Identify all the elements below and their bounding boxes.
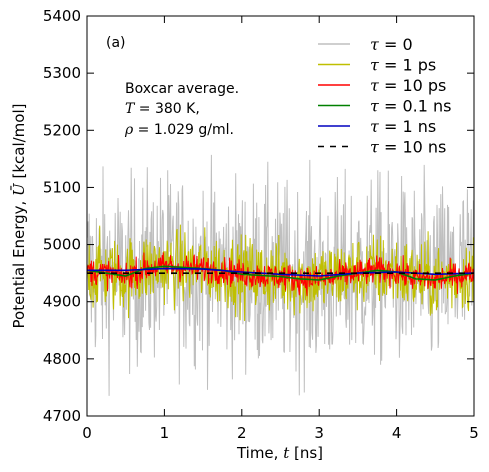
annotation-line2-rest: = 380 K, <box>134 101 199 117</box>
series-line-4 <box>87 267 474 277</box>
legend-label-value: = 0 <box>379 35 413 54</box>
legend-label-value: = 10 <box>379 76 423 95</box>
tick-layer: 0 1 2 3 4 5 4700 4800 4900 5000 5100 5200 5300 5400 <box>43 7 479 442</box>
legend-label-5: τ = 10 ns <box>370 138 446 157</box>
y-axis-label: Potential Energy, Ū [kcal/mol] <box>10 104 28 329</box>
legend-label-value: = 0.1 <box>379 97 428 116</box>
series-line-3 <box>87 265 474 281</box>
x-tick-label: 1 <box>160 424 170 442</box>
x-tick-label: 5 <box>469 424 479 442</box>
annotation-line3-rest: = 1.029 g/ml. <box>133 122 234 138</box>
x-axis-label-prefix: Time, <box>236 444 283 462</box>
series-layer <box>87 154 474 396</box>
x-axis-label-unit: [ns] <box>289 444 323 462</box>
legend-label-var: τ <box>370 138 380 157</box>
x-tick-label: 3 <box>314 424 324 442</box>
y-tick-label: 5200 <box>43 121 81 139</box>
annotation: Boxcar average. T = 380 K, ρ = 1.029 g/m… <box>124 81 239 138</box>
y-tick-label: 5000 <box>43 236 81 254</box>
x-tick-label: 2 <box>237 424 247 442</box>
y-axis-label-var: Ū <box>10 182 28 196</box>
legend-label-2: τ = 10 ps <box>370 76 446 95</box>
legend-label-value: = 1 <box>379 56 413 75</box>
legend-label-4: τ = 1 ns <box>370 117 436 136</box>
legend: τ = 0τ = 1 psτ = 10 psτ = 0.1 nsτ = 1 ns… <box>318 35 451 157</box>
y-tick-label: 5300 <box>43 64 81 82</box>
y-tick-label: 5100 <box>43 178 81 196</box>
y-tick-label: 4800 <box>43 350 81 368</box>
legend-label-unit: ns <box>428 97 452 116</box>
y-axis-label-prefix: Potential Energy, <box>10 196 28 329</box>
x-axis-label-var: t <box>283 444 290 462</box>
legend-label-var: τ <box>370 56 380 75</box>
annotation-line1: Boxcar average. <box>125 81 239 97</box>
legend-label-3: τ = 0.1 ns <box>370 97 451 116</box>
y-tick-label: 4700 <box>43 407 81 425</box>
panel-label: (a) <box>106 35 126 51</box>
x-tick-label: 4 <box>392 424 402 442</box>
x-tick-label: 0 <box>82 424 92 442</box>
legend-label-unit: ns <box>423 138 447 157</box>
series-line-2 <box>87 252 474 297</box>
legend-label-var: τ <box>370 97 380 116</box>
x-axis-label: Time, t [ns] <box>236 444 323 462</box>
y-tick-label: 5400 <box>43 7 81 25</box>
plot-frame <box>86 15 475 417</box>
annotation-line3: ρ = 1.029 g/ml. <box>124 122 234 138</box>
y-axis-label-unit: [kcal/mol] <box>10 104 28 184</box>
legend-label-0: τ = 0 <box>370 35 413 54</box>
legend-label-var: τ <box>370 76 380 95</box>
annotation-line3-var: ρ <box>124 122 134 138</box>
annotation-line2-var: T <box>125 101 136 117</box>
legend-label-value: = 1 <box>379 117 413 136</box>
legend-label-1: τ = 1 ps <box>370 56 436 75</box>
y-tick-label: 4900 <box>43 293 81 311</box>
legend-label-value: = 10 <box>379 138 423 157</box>
legend-label-unit: ns <box>413 117 437 136</box>
annotation-line2: T = 380 K, <box>125 101 200 117</box>
legend-label-unit: ps <box>423 76 447 95</box>
legend-label-var: τ <box>370 117 380 136</box>
legend-label-unit: ps <box>413 56 437 75</box>
legend-label-var: τ <box>370 35 380 54</box>
